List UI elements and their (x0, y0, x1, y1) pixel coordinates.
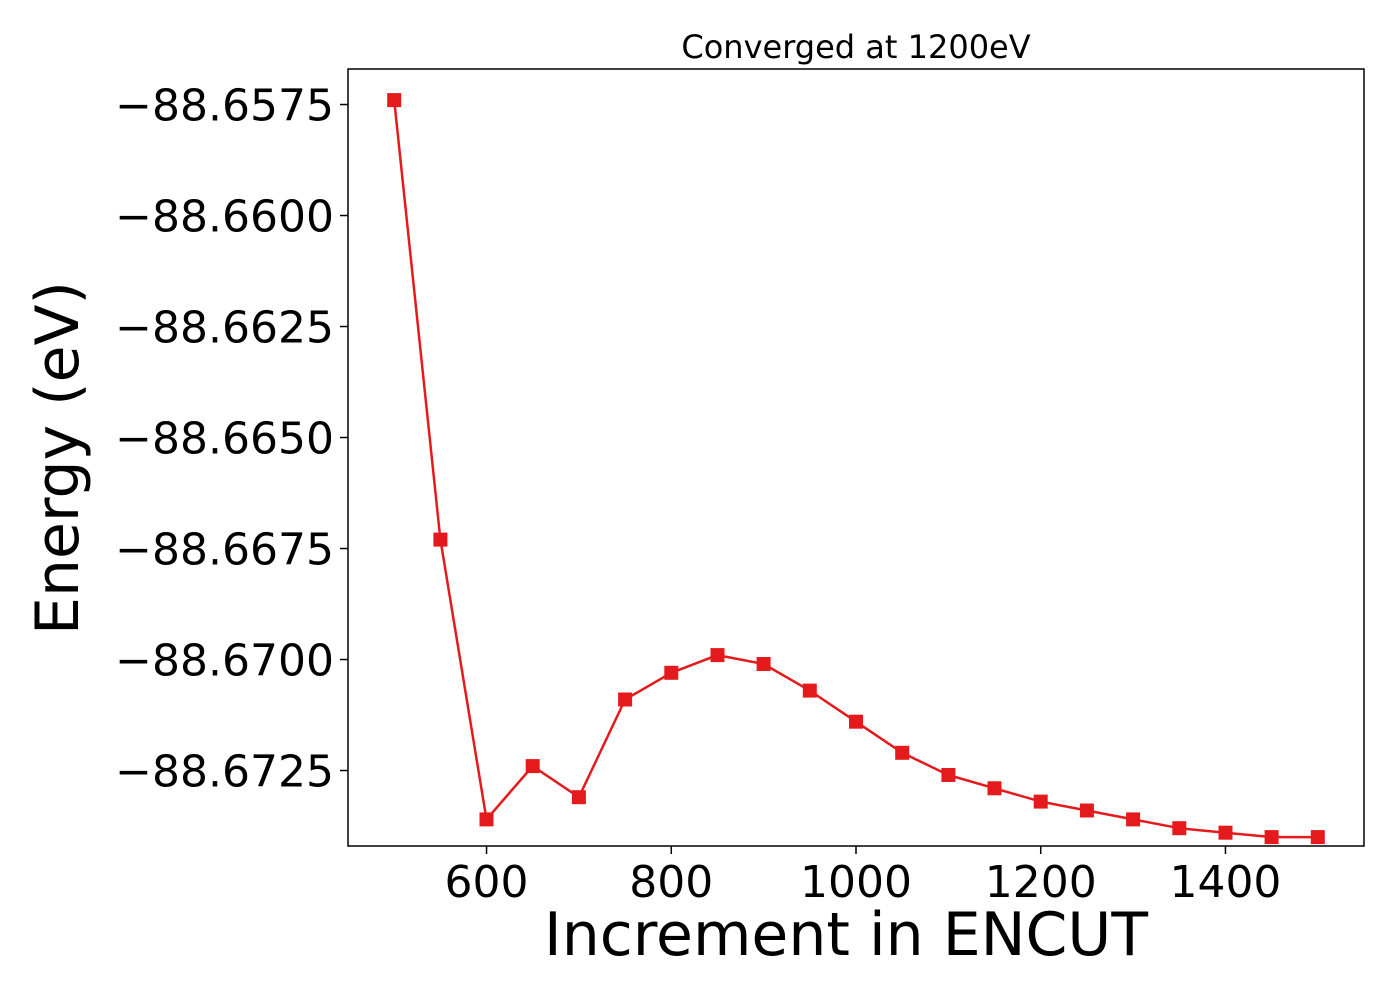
x-axis: 600 800 1000 1200 1400 (445, 846, 1281, 908)
x-axis-title: Increment in ENCUT (544, 900, 1148, 970)
x-tick-label: 1400 (1169, 857, 1281, 908)
y-tick-label: −88.6600 (115, 192, 334, 243)
data-point-marker (1126, 812, 1141, 827)
y-axis: −88.6575 −88.6600 −88.6625 −88.6650 −88.6675… (115, 81, 348, 798)
data-point-marker (433, 532, 448, 547)
data-point-marker (756, 657, 771, 671)
y-tick-label: −88.6725 (115, 747, 334, 798)
y-tick-label: −88.6675 (115, 525, 334, 576)
x-tick-label: 1000 (800, 857, 912, 908)
data-point-marker (525, 759, 540, 774)
data-point-marker (895, 745, 910, 760)
data-point-marker (1079, 803, 1094, 818)
data-point-marker (941, 768, 956, 782)
y-tick-label: −88.6650 (115, 414, 334, 465)
y-tick-label: −88.6700 (115, 636, 334, 687)
data-point-marker (849, 714, 863, 729)
chart-title: Converged at 1200eV (681, 28, 1030, 66)
data-point-marker (1172, 821, 1187, 836)
data-point-marker (987, 781, 1002, 796)
y-tick-label: −88.6625 (115, 303, 334, 354)
x-tick-label: 1200 (985, 857, 1097, 908)
x-tick-label: 800 (629, 857, 713, 908)
data-point-marker (479, 812, 494, 827)
y-axis-title: Energy (eV) (23, 281, 93, 635)
y-tick-label: −88.6575 (115, 81, 334, 132)
plot-area-frame (347, 68, 1365, 847)
data-point-marker (571, 790, 586, 805)
data-point-marker (1310, 830, 1325, 845)
data-point-marker (1033, 794, 1048, 809)
data-point-marker (618, 692, 633, 707)
data-point-marker (802, 683, 817, 698)
data-point-marker (664, 665, 679, 680)
x-tick-label: 600 (445, 857, 529, 908)
data-point-marker (710, 648, 725, 663)
data-point-marker (387, 93, 402, 108)
data-point-marker (1218, 825, 1233, 840)
series-layer (387, 93, 1325, 845)
data-point-marker (1264, 830, 1279, 845)
